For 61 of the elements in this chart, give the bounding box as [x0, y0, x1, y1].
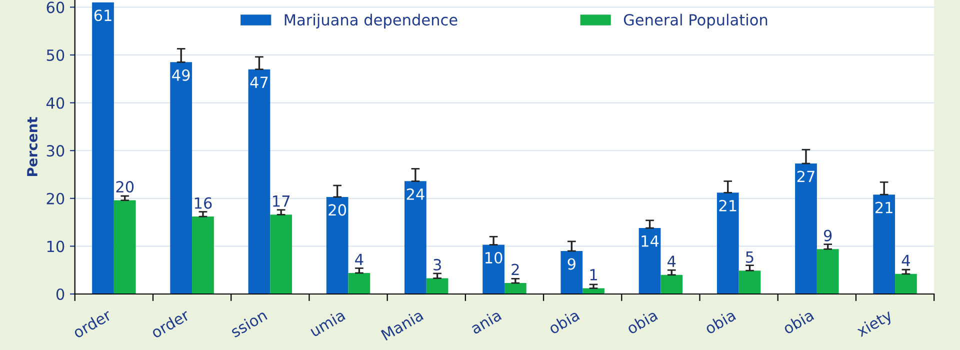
data-label: 4 — [902, 254, 910, 266]
y-tick-label: 20 — [46, 192, 64, 204]
y-tick-label: 40 — [46, 97, 64, 109]
x-tick-label: obia — [548, 309, 580, 334]
bar — [114, 200, 136, 294]
data-label: 4 — [355, 254, 364, 266]
data-label: 9 — [568, 258, 576, 270]
bar — [270, 214, 292, 294]
data-label: 49 — [172, 69, 190, 81]
data-label: 21 — [719, 200, 736, 212]
y-tick-label: 50 — [46, 49, 64, 61]
bar — [795, 163, 817, 294]
bar — [426, 278, 448, 294]
bar — [716, 192, 739, 294]
bar — [895, 274, 917, 294]
bar — [738, 270, 761, 294]
data-label: 4 — [668, 256, 676, 267]
y-tick-label: 10 — [47, 240, 64, 252]
data-label: 16 — [194, 197, 212, 209]
data-label: 24 — [406, 188, 424, 200]
data-label: 14 — [642, 235, 659, 247]
bar — [92, 2, 114, 294]
bar — [504, 283, 526, 294]
bar — [170, 62, 192, 294]
x-tick-label: obia — [782, 309, 814, 334]
y-tick-label: 30 — [46, 145, 64, 157]
bar — [248, 69, 270, 294]
data-label: 47 — [250, 76, 268, 88]
y-axis-title: Percent — [27, 117, 38, 176]
y-tick-label: 60 — [46, 2, 64, 14]
x-tick-label: obia — [704, 309, 736, 334]
legend-label: General Population — [624, 14, 768, 29]
x-tick-label: xiety — [855, 308, 895, 340]
bar — [816, 249, 839, 294]
y-tick-label: 0 — [56, 288, 64, 300]
data-label: 27 — [797, 170, 814, 182]
bar — [560, 250, 583, 294]
data-label: 20 — [328, 204, 346, 216]
bar — [404, 181, 426, 294]
x-tick-label: obia — [626, 309, 658, 334]
bar — [326, 196, 348, 294]
bar — [348, 272, 370, 294]
data-label: 5 — [746, 251, 754, 263]
data-label: 61 — [94, 10, 112, 22]
legend-label: Marijuana dependence — [284, 14, 458, 29]
data-label: 1 — [590, 269, 597, 280]
data-label: 3 — [434, 258, 441, 270]
data-label: 17 — [273, 196, 290, 207]
bar — [192, 216, 214, 294]
bar — [873, 194, 896, 294]
bar — [482, 244, 504, 294]
data-label: 10 — [486, 252, 502, 264]
bar — [638, 228, 661, 294]
data-label: 20 — [116, 181, 134, 193]
data-label: 2 — [512, 264, 519, 276]
data-label: 21 — [875, 202, 892, 214]
data-label: 9 — [824, 230, 832, 242]
bar — [660, 274, 683, 294]
x-tick-label: umia — [308, 309, 346, 338]
x-tick-label: ania — [470, 309, 502, 334]
x-tick-label: ssion — [230, 308, 268, 338]
